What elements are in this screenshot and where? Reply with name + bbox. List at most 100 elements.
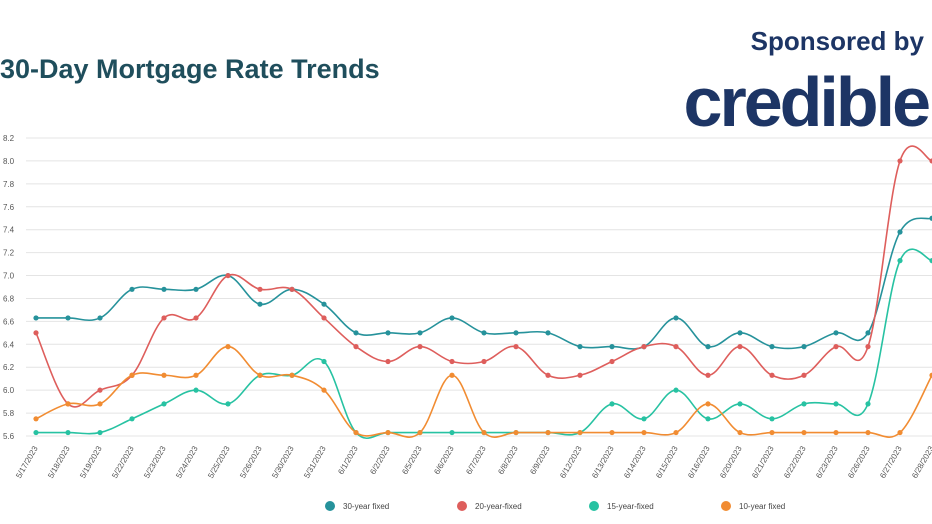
brand-logo: credible bbox=[683, 63, 931, 141]
data-point bbox=[577, 372, 583, 378]
data-point bbox=[769, 416, 775, 422]
data-point bbox=[353, 429, 359, 436]
data-point bbox=[257, 301, 263, 307]
data-point bbox=[865, 330, 871, 336]
data-point bbox=[65, 401, 71, 407]
series-line bbox=[36, 248, 932, 439]
data-point bbox=[513, 429, 519, 436]
data-point bbox=[33, 416, 39, 422]
x-tick-label: 6/15/2023 bbox=[654, 444, 680, 480]
data-point bbox=[417, 330, 423, 336]
x-tick-label: 6/1/2023 bbox=[336, 444, 360, 476]
data-point bbox=[289, 286, 295, 292]
data-point bbox=[545, 372, 551, 378]
x-tick-label: 5/17/2023 bbox=[14, 444, 40, 480]
series-lines bbox=[33, 145, 932, 439]
data-point bbox=[481, 330, 487, 336]
data-point bbox=[833, 401, 839, 407]
data-point bbox=[193, 372, 199, 378]
data-point bbox=[321, 315, 327, 321]
data-point bbox=[97, 387, 103, 393]
x-tick-label: 5/24/2023 bbox=[174, 444, 200, 480]
series-line bbox=[36, 217, 932, 350]
data-point bbox=[641, 416, 647, 422]
x-tick-label: 6/21/2023 bbox=[750, 444, 776, 480]
y-axis-ticks: 8.2 8.0 7.8 7.6 7.4 7.2 7.0 6.8 6.6 6.4 6.2 6.0 5.8 5… bbox=[3, 134, 15, 441]
data-point bbox=[449, 315, 455, 321]
data-point bbox=[609, 358, 615, 365]
data-point bbox=[545, 429, 551, 436]
x-tick-label: 6/16/2023 bbox=[686, 444, 712, 480]
data-point bbox=[897, 229, 903, 235]
data-point bbox=[161, 286, 167, 292]
data-point bbox=[513, 344, 519, 350]
x-tick-label: 6/28/2023 bbox=[910, 444, 932, 480]
data-point bbox=[225, 401, 231, 407]
data-point bbox=[289, 372, 295, 378]
data-point bbox=[449, 372, 455, 378]
y-tick-label: 5.6 bbox=[3, 432, 15, 441]
legend-label: 20-year-fixed bbox=[475, 502, 522, 511]
data-point bbox=[481, 429, 487, 436]
data-point bbox=[897, 158, 903, 164]
data-point bbox=[353, 344, 359, 350]
data-point bbox=[353, 330, 359, 336]
x-tick-label: 5/18/2023 bbox=[46, 444, 72, 480]
data-point bbox=[705, 401, 711, 407]
x-tick-label: 6/23/2023 bbox=[814, 444, 840, 480]
data-point bbox=[417, 344, 423, 350]
data-point bbox=[193, 286, 199, 292]
y-tick-label: 6.4 bbox=[3, 340, 15, 349]
data-point bbox=[321, 387, 327, 393]
y-tick-label: 8.0 bbox=[3, 157, 15, 166]
grid-lines bbox=[26, 137, 932, 437]
x-tick-label: 6/20/2023 bbox=[718, 444, 744, 480]
data-point bbox=[929, 372, 932, 378]
series-line bbox=[35, 145, 932, 408]
data-point bbox=[321, 301, 327, 307]
y-tick-label: 7.6 bbox=[3, 203, 15, 212]
series-1 bbox=[33, 145, 932, 408]
data-point bbox=[257, 372, 263, 378]
data-point bbox=[97, 401, 103, 407]
data-point bbox=[833, 429, 839, 436]
data-point bbox=[705, 372, 711, 378]
y-tick-label: 6.6 bbox=[3, 317, 15, 326]
x-tick-label: 6/13/2023 bbox=[590, 444, 616, 480]
legend-label: 10-year fixed bbox=[739, 502, 785, 511]
data-point bbox=[161, 401, 167, 407]
y-tick-label: 7.0 bbox=[3, 272, 15, 281]
data-point bbox=[609, 344, 615, 350]
data-point bbox=[193, 315, 199, 321]
data-point bbox=[865, 429, 871, 436]
data-point bbox=[609, 429, 615, 436]
data-point bbox=[129, 286, 135, 292]
data-point bbox=[833, 344, 839, 350]
data-point bbox=[577, 429, 583, 436]
data-point bbox=[545, 330, 551, 336]
data-point bbox=[673, 387, 679, 393]
x-tick-label: 6/9/2023 bbox=[528, 444, 552, 476]
x-tick-label: 5/22/2023 bbox=[110, 444, 136, 480]
legend-swatch bbox=[589, 501, 599, 511]
x-tick-label: 6/5/2023 bbox=[400, 444, 424, 476]
chart-title: 30-Day Mortgage Rate Trends bbox=[0, 54, 380, 84]
data-point bbox=[737, 429, 743, 436]
data-point bbox=[801, 372, 807, 378]
data-point bbox=[129, 416, 135, 422]
y-tick-label: 7.8 bbox=[3, 180, 15, 189]
data-point bbox=[865, 401, 871, 407]
data-point bbox=[641, 429, 647, 436]
data-point bbox=[865, 344, 871, 350]
x-tick-label: 5/25/2023 bbox=[206, 444, 232, 480]
sponsor-label: Sponsored by bbox=[750, 26, 924, 56]
y-tick-label: 7.4 bbox=[3, 226, 15, 235]
data-point bbox=[769, 344, 775, 350]
data-point bbox=[769, 429, 775, 436]
x-tick-label: 6/7/2023 bbox=[464, 444, 488, 476]
series-3 bbox=[33, 344, 932, 438]
x-tick-label: 5/23/2023 bbox=[142, 444, 168, 480]
data-point bbox=[321, 358, 327, 365]
legend-label: 30-year fixed bbox=[343, 502, 389, 511]
